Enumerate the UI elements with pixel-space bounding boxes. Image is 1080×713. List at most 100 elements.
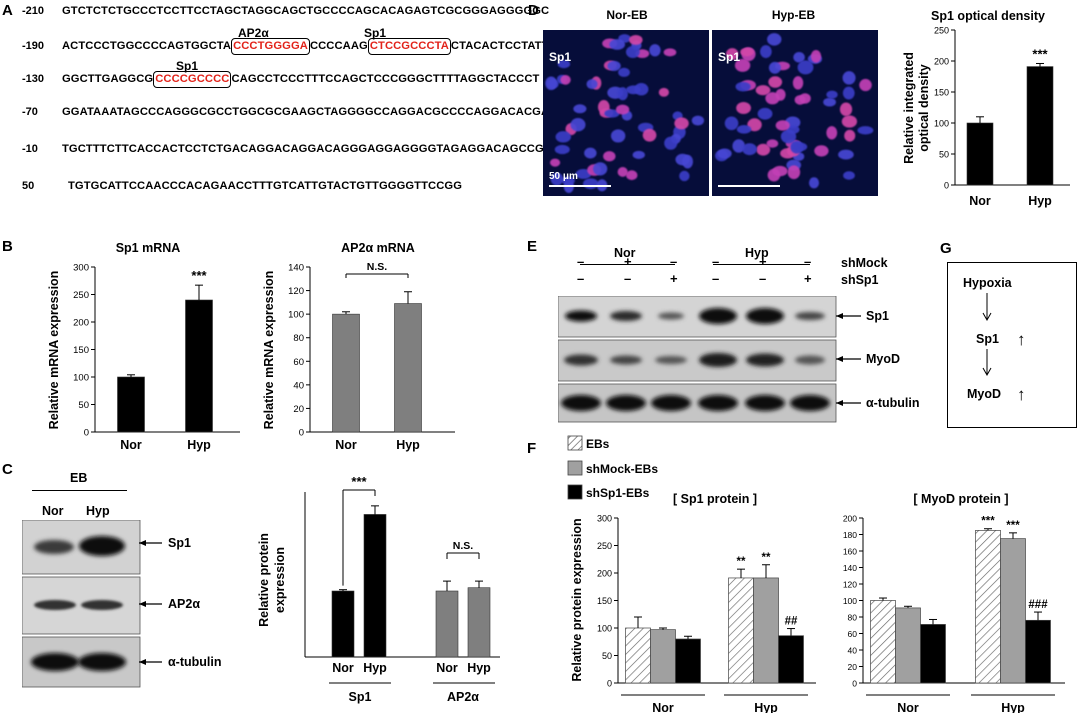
group-label: AP2α [447, 690, 479, 704]
y-tick-label: 100 [288, 310, 304, 321]
y-tick-label: 50 [78, 400, 89, 411]
cell-nucleus [603, 151, 616, 162]
y-tick-label: 180 [843, 530, 857, 540]
sp1-mrna-chart: Sp1 mRNA 0 50 100 150 200 250 300 Nor Hyp *** Relat… [47, 241, 240, 452]
band-myod [746, 353, 784, 367]
y-tick-label: 80 [293, 333, 304, 344]
panel-letter-f: F [527, 440, 537, 457]
x-tick-label: Nor [436, 661, 458, 675]
y-tick-label: 140 [288, 263, 304, 274]
bar [625, 627, 651, 684]
cell-nucleus [757, 107, 773, 120]
cell-nucleus [604, 109, 620, 118]
cell-nucleus [583, 178, 599, 190]
bar [920, 624, 946, 684]
sp1-protein-chart: [ Sp1 protein ] 0 50 100 150 200 250 300 Nor ** **… [570, 492, 816, 713]
cell-nucleus [736, 101, 751, 115]
cell-nucleus [642, 128, 657, 142]
y-axis-label: optical density [917, 64, 931, 152]
group-label: Sp1 [349, 690, 372, 704]
panel-c-chart: Nor Hyp Nor Hyp Sp1 AP2α *** N.S. Relative prote… [257, 474, 500, 704]
sequence-segment: CTACACTCCTATT [450, 40, 549, 52]
cell-nucleus [808, 177, 820, 189]
cell-nucleus [814, 145, 829, 157]
sequence-segment: GGATAAATAGCCCAGGGCGCCTGGCGCGAAGCTAGGGGCC… [62, 106, 558, 118]
band-myod [564, 354, 598, 366]
cell-nucleus [664, 136, 678, 150]
y-tick-label: 40 [293, 380, 304, 391]
cell-nucleus [838, 149, 854, 160]
cell-nucleus [842, 71, 856, 85]
y-tick-label: 100 [597, 624, 612, 634]
cell-nucleus [742, 143, 757, 156]
myod-protein-chart: [ MyoD protein ] 0 20 40 60 80 100 120 140 160 180… [843, 492, 1065, 713]
cell-nucleus [561, 176, 575, 185]
binding-site-box: CCCCGCCCC [153, 71, 232, 88]
treatment-mark: – [759, 271, 767, 286]
lane-label-nor: Nor [42, 504, 64, 518]
treatment-mark: + [670, 271, 678, 286]
band-tubulin [606, 395, 646, 411]
cell-nucleus [826, 90, 838, 99]
group-line-hyp-e [713, 264, 810, 265]
y-tick-label: 200 [73, 318, 89, 329]
cell-nucleus [615, 104, 630, 115]
treatment-mark: – [624, 271, 632, 286]
group-label: Nor [897, 701, 919, 713]
panel-letter-a: A [2, 2, 13, 19]
panel-f-legend: EBs shMock-EBs shSp1-EBs [567, 435, 658, 500]
sequence-text: ACTCCCTGGCCCCAGTGGCTA CCCTGGGGA CCCCAAG CTC… [62, 38, 549, 55]
panel-letter-g: G [940, 240, 952, 257]
cell-nucleus [725, 48, 739, 61]
panel-e-blot: Nor Hyp – + – – + – – – + – – + shMock shSp1 Sp1 My… [545, 246, 935, 426]
group-label: Nor [652, 701, 674, 713]
cell-nucleus [775, 120, 790, 131]
band-sp1 [699, 308, 737, 324]
treatment-mark: – [712, 271, 720, 286]
cell-nucleus [573, 104, 587, 114]
cell-nucleus [560, 75, 571, 85]
significance-ns: N.S. [367, 261, 388, 273]
cell-nucleus [597, 100, 610, 114]
significance-star: *** [1032, 46, 1048, 61]
cell-nucleus [674, 117, 689, 130]
y-tick-label: 300 [597, 514, 612, 524]
band-sp1-hyp [79, 536, 125, 556]
sequence-text: GTCTCTCTGCCCTCCTTCCTAGCTAGGCAGCTGCCCCAGC… [62, 5, 549, 17]
cell-nucleus [841, 115, 858, 128]
group-label-nor-e: Nor [614, 246, 636, 260]
cell-nucleus [736, 125, 752, 134]
cell-nucleus [649, 44, 661, 57]
cell-nucleus [691, 115, 705, 126]
cell-nucleus [797, 60, 814, 75]
y-tick-label: 60 [293, 357, 304, 368]
cell-nucleus [755, 85, 771, 96]
significance-ns: N.S. [453, 540, 474, 552]
sequence-text: GGATAAATAGCCCAGGGCGCCTGGCGCGAAGCTAGGGGCC… [62, 106, 557, 118]
y-tick-label: 150 [73, 345, 89, 356]
y-tick-label: 50 [602, 651, 612, 661]
cell-nucleus [555, 131, 572, 143]
blot-c-image: Sp1 AP2α α-tubulin [22, 520, 222, 688]
cell-nucleus [844, 129, 856, 142]
panel-letter-b: B [2, 238, 13, 255]
cell-nucleus [607, 60, 621, 71]
band-tubulin [561, 395, 601, 411]
sequence-position: -210 [22, 5, 45, 17]
blot-c-label-sp1: Sp1 [168, 536, 191, 550]
x-tick-label: Hyp [363, 661, 387, 675]
cell-nucleus [810, 49, 822, 63]
y-axis-label: expression [273, 547, 287, 613]
x-tick-label: Hyp [187, 438, 211, 452]
bar [1026, 66, 1054, 186]
band-sp1 [795, 312, 825, 320]
significance-mark: ### [1028, 599, 1048, 611]
treatment-mark: – [577, 254, 585, 269]
chart-title: [ Sp1 protein ] [673, 492, 757, 506]
cell-nucleus [857, 126, 874, 135]
bar [394, 303, 422, 433]
y-tick-label: 100 [73, 373, 89, 384]
cell-nucleus [766, 139, 779, 148]
